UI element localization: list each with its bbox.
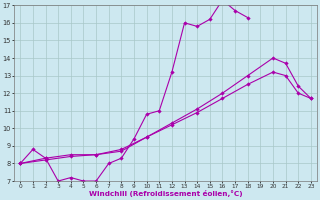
- X-axis label: Windchill (Refroidissement éolien,°C): Windchill (Refroidissement éolien,°C): [89, 190, 242, 197]
